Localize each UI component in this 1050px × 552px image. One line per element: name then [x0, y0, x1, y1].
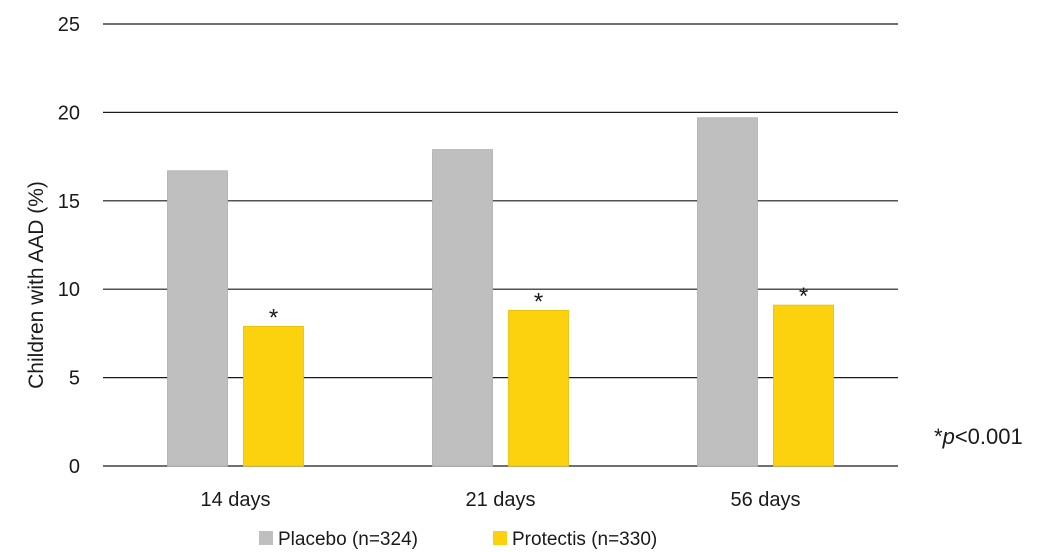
y-tick-label: 10	[58, 279, 80, 301]
significance-footnote: *p<0.001	[934, 424, 1023, 450]
bar-protectis-1	[243, 325, 304, 467]
legend: Placebo (n=324) Protectis (n=330)	[259, 529, 657, 550]
footnote-threshold: <0.001	[954, 424, 1023, 449]
x-category-label: 14 days	[200, 489, 270, 511]
bar-placebo-1	[167, 170, 228, 467]
y-tick-label: 0	[69, 456, 80, 478]
y-axis-title: Children with AAD (%)	[25, 181, 48, 389]
y-tick-label: 5	[69, 368, 80, 390]
x-category-label: 56 days	[730, 489, 800, 511]
bar-protectis-3	[773, 304, 834, 467]
x-category-label: 21 days	[465, 489, 535, 511]
legend-swatch-protectis	[493, 531, 507, 545]
legend-label-placebo: Placebo (n=324)	[278, 529, 418, 550]
y-tick-label: 20	[58, 102, 80, 124]
legend-label-protectis: Protectis (n=330)	[512, 529, 657, 550]
footnote-star: *	[934, 424, 943, 449]
footnote-p: p	[942, 424, 955, 449]
labels: 0 5 10 15 20 25 * 14 days * 21 days * 56 days	[58, 14, 808, 511]
bar-placebo-2	[432, 149, 493, 467]
significance-star: *	[799, 283, 808, 310]
y-tick-label: 25	[58, 14, 80, 36]
y-tick-label: 15	[58, 191, 80, 213]
gridlines	[103, 23, 898, 467]
bar-protectis-2	[508, 310, 569, 467]
legend-swatch-placebo	[259, 531, 273, 545]
bars	[167, 117, 834, 467]
significance-star: *	[534, 288, 543, 315]
significance-star: *	[269, 304, 278, 331]
bar-placebo-3	[697, 117, 758, 467]
